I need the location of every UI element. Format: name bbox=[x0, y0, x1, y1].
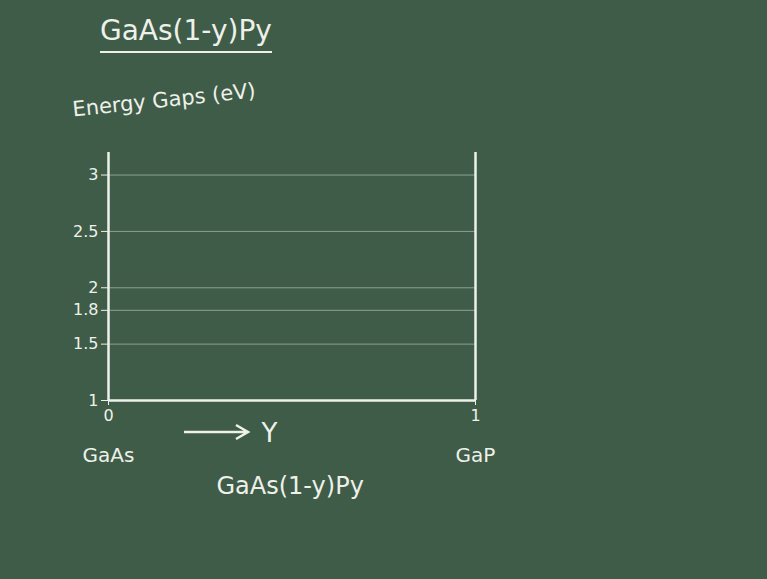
svg-text:1: 1 bbox=[88, 391, 98, 410]
svg-text:2.5: 2.5 bbox=[73, 222, 98, 241]
svg-text:1.8: 1.8 bbox=[73, 300, 98, 319]
svg-text:1: 1 bbox=[470, 406, 480, 425]
svg-text:GaAs: GaAs bbox=[83, 443, 135, 467]
svg-text:0: 0 bbox=[103, 406, 113, 425]
html-text:Energy Gaps (eV): Energy Gaps (eV) bbox=[71, 78, 257, 122]
svg-text:2: 2 bbox=[88, 278, 98, 297]
html-text:GaAs(1-y)Py: GaAs(1-y)Py bbox=[100, 14, 272, 47]
html-text:Y: Y bbox=[261, 418, 278, 448]
svg-text:GaP: GaP bbox=[456, 443, 496, 467]
html-text:GaAs(1-y)Py: GaAs(1-y)Py bbox=[216, 472, 364, 500]
svg-text:3: 3 bbox=[88, 165, 98, 184]
svg-text:1.5: 1.5 bbox=[73, 334, 98, 353]
